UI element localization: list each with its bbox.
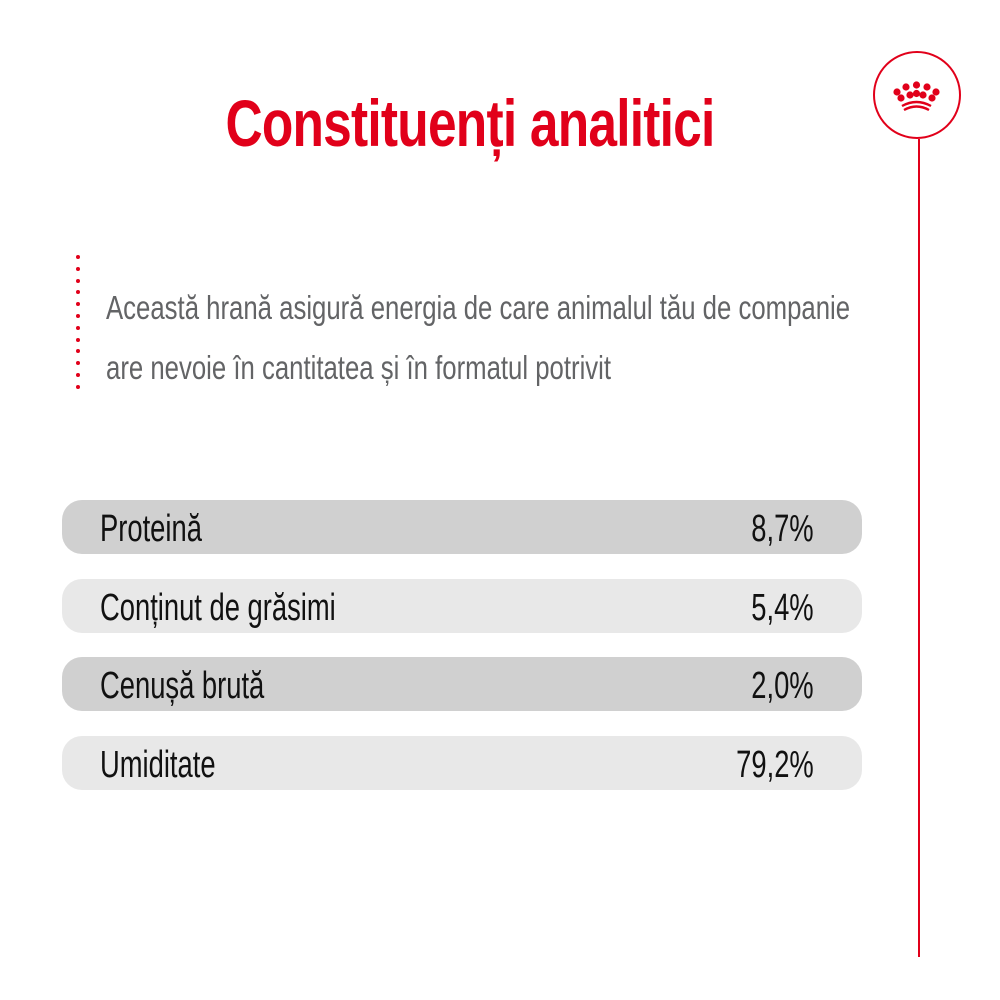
decorative-vertical-line — [918, 139, 920, 957]
constituent-label: Conținut de grăsimi — [100, 586, 336, 629]
constituent-row-fat: Conținut de grăsimi 5,4% — [62, 578, 862, 633]
constituent-label: Cenușă brută — [100, 665, 265, 707]
constituent-row-protein: Proteină 8,7% — [62, 500, 862, 554]
constituent-row-moisture: Umiditate 79,2% — [62, 735, 862, 790]
constituent-value: 5,4% — [751, 586, 814, 629]
brand-logo — [873, 51, 961, 139]
page-title: Constituenți analitici — [225, 86, 715, 160]
constituent-row-ash: Cenușă brută 2,0% — [62, 657, 862, 711]
constituents-table: Proteină 8,7% Conținut de grăsimi 5,4% C… — [62, 500, 862, 814]
crown-icon — [893, 81, 940, 112]
constituent-value: 8,7% — [751, 508, 814, 550]
description: Această hrană asigură energia de care an… — [106, 278, 855, 398]
constituent-label: Umiditate — [100, 743, 216, 786]
description-line: are nevoie în cantitatea și în formatul … — [106, 349, 612, 386]
constituent-label: Proteină — [100, 508, 202, 550]
constituent-value: 79,2% — [736, 743, 814, 786]
dotted-divider — [76, 255, 82, 397]
description-line: Această hrană asigură energia de care an… — [106, 289, 851, 326]
constituent-value: 2,0% — [751, 665, 814, 707]
